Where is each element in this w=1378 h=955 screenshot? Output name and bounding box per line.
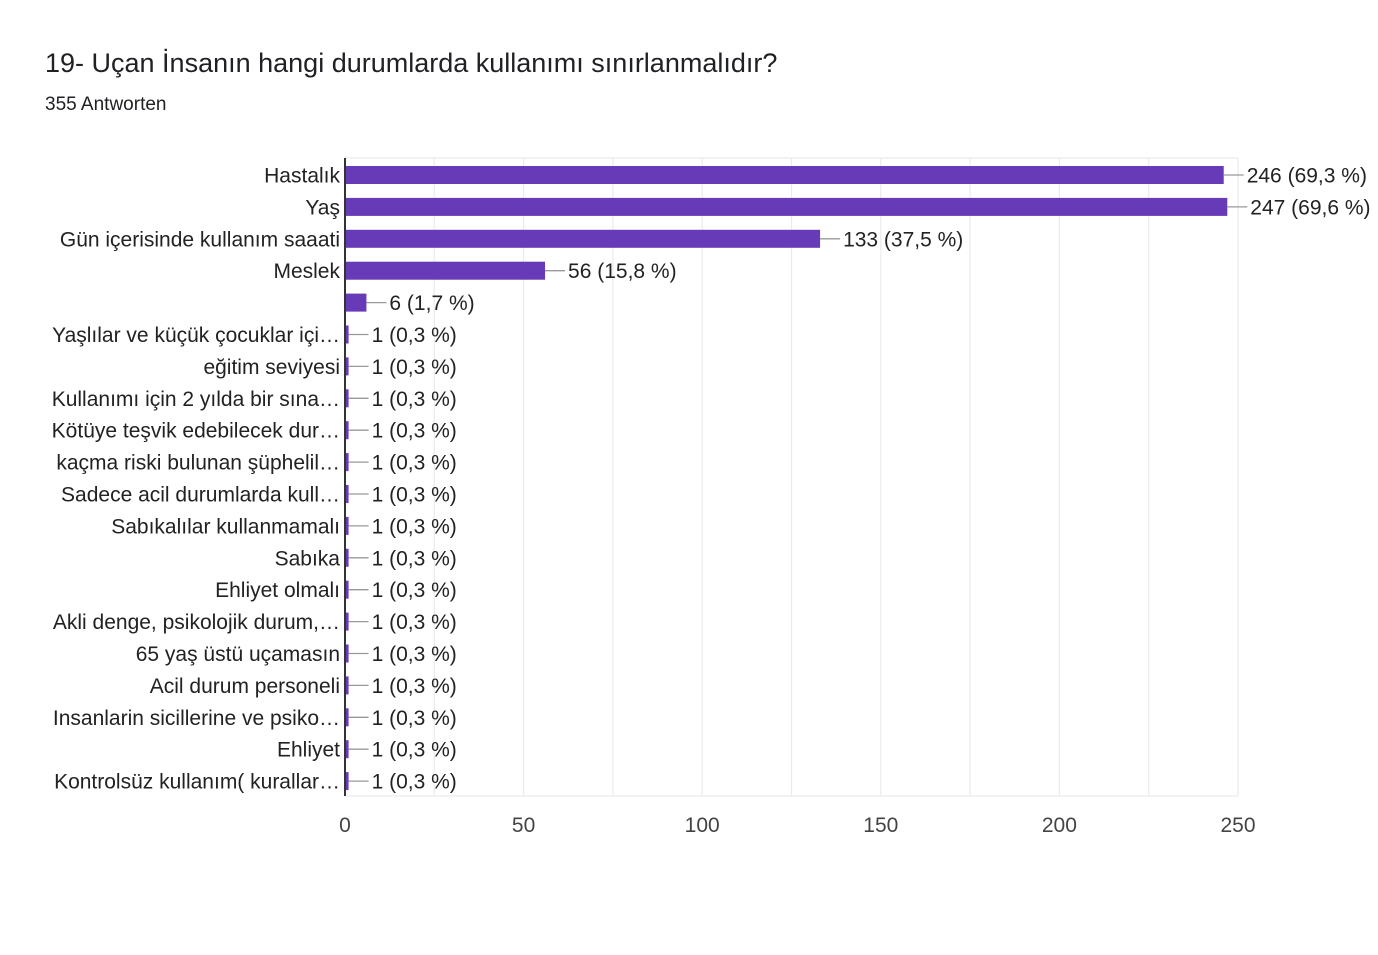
bar xyxy=(345,580,349,599)
bar xyxy=(345,740,349,759)
chart-title: 19- Uçan İnsanın hangi durumlarda kullan… xyxy=(45,48,778,78)
category-label: 65 yaş üstü uçamasın xyxy=(136,643,340,666)
bar xyxy=(345,453,349,472)
data-label: 247 (69,6 %) xyxy=(1250,196,1370,219)
bar xyxy=(345,166,1224,184)
category-label: Gün içerisinde kullanım saaati xyxy=(60,228,340,251)
data-label: 1 (0,3 %) xyxy=(372,675,457,698)
bar xyxy=(345,516,349,535)
category-label: eğitim seviyesi xyxy=(203,356,340,379)
category-label: Sadece acil durumlarda kull… xyxy=(61,484,340,507)
bar xyxy=(345,197,1228,216)
bar xyxy=(345,644,349,663)
category-label: Yaş xyxy=(305,196,340,219)
response-count: 355 Antworten xyxy=(45,94,167,115)
data-label: 1 (0,3 %) xyxy=(372,484,457,507)
data-label: 1 (0,3 %) xyxy=(372,515,457,538)
category-label: Insanlarin sicillerine ve psiko… xyxy=(53,707,340,730)
bar xyxy=(345,325,349,344)
bar xyxy=(345,261,546,280)
data-label: 56 (15,8 %) xyxy=(568,260,677,283)
data-label: 133 (37,5 %) xyxy=(843,228,963,251)
bar xyxy=(345,293,367,312)
x-tick-label: 150 xyxy=(863,814,898,837)
data-label: 1 (0,3 %) xyxy=(372,707,457,730)
category-label: Sabıkalılar kullanmamalı xyxy=(111,515,340,538)
data-label: 1 (0,3 %) xyxy=(372,771,457,794)
bar xyxy=(345,676,349,695)
bar xyxy=(345,708,349,727)
x-tick-label: 250 xyxy=(1220,814,1255,837)
data-label: 1 (0,3 %) xyxy=(372,420,457,443)
x-tick-label: 200 xyxy=(1042,814,1077,837)
category-label: Sabıka xyxy=(275,547,341,570)
data-label: 1 (0,3 %) xyxy=(372,452,457,475)
category-label: Yaşlılar ve küçük çocuklar içi… xyxy=(52,324,340,347)
data-label: 1 (0,3 %) xyxy=(372,611,457,634)
labels: 0 50 100 150 200 250 Hastalık 246 (69,3 %) Yaş 24… xyxy=(52,165,1371,838)
x-tick-label: 0 xyxy=(339,814,351,837)
bars xyxy=(345,166,1228,791)
category-label: Meslek xyxy=(273,260,340,283)
data-label: 1 (0,3 %) xyxy=(372,324,457,347)
bar xyxy=(345,421,349,440)
bar xyxy=(345,357,349,376)
category-label: Kullanımı için 2 yılda bir sına… xyxy=(52,388,340,411)
category-label: Akli denge, psikolojik durum,… xyxy=(53,611,340,634)
bar xyxy=(345,772,349,791)
category-label: kaçma riski bulunan şüphelil… xyxy=(56,452,340,475)
category-label: Kontrolsüz kullanım( kurallar… xyxy=(54,771,340,794)
data-label: 6 (1,7 %) xyxy=(389,292,474,315)
category-label: Hastalık xyxy=(264,165,340,188)
gridlines xyxy=(345,157,1239,797)
x-tick-label: 100 xyxy=(685,814,720,837)
bar xyxy=(345,612,349,631)
bar xyxy=(345,548,349,567)
bar xyxy=(345,389,349,408)
data-label: 246 (69,3 %) xyxy=(1247,165,1367,188)
data-label: 1 (0,3 %) xyxy=(372,547,457,570)
bar xyxy=(345,485,349,503)
data-label: 1 (0,3 %) xyxy=(372,356,457,379)
data-label: 1 (0,3 %) xyxy=(372,643,457,666)
category-label: Ehliyet olmalı xyxy=(215,579,340,602)
category-label: Acil durum personeli xyxy=(150,675,340,698)
category-label: Ehliyet xyxy=(277,739,340,762)
bar xyxy=(345,229,821,248)
data-label: 1 (0,3 %) xyxy=(372,388,457,411)
x-tick-label: 50 xyxy=(512,814,535,837)
category-label: Kötüye teşvik edebilecek dur… xyxy=(52,420,340,443)
data-label: 1 (0,3 %) xyxy=(372,579,457,602)
data-label: 1 (0,3 %) xyxy=(372,739,457,762)
